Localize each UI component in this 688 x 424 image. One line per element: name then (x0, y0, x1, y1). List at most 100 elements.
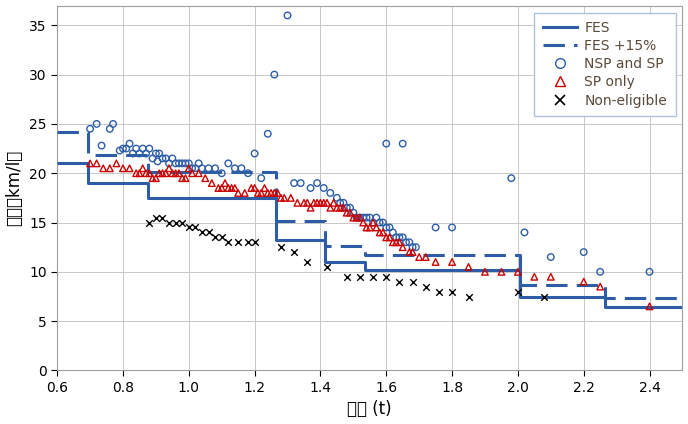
Point (121, 145, 132, 152)
Point (397, 140, 408, 147)
Point (539, 293, 550, 300)
Point (413, 254, 424, 260)
Point (157, 214, 168, 221)
Point (332, 204, 343, 211)
Point (144, 170, 155, 177)
Point (200, 175, 211, 181)
Point (157, 170, 168, 177)
Point (407, 278, 418, 285)
Point (173, 170, 184, 177)
Point (644, 268, 655, 275)
Point (118, 165, 129, 172)
Point (157, 155, 168, 162)
Point (91, 120, 102, 127)
Point (394, 239, 405, 245)
Point (85, 160, 96, 167)
Point (404, 249, 415, 256)
Point (137, 145, 148, 152)
Point (447, 259, 458, 265)
Point (186, 170, 197, 177)
Point (387, 229, 398, 236)
Point (345, 209, 356, 216)
Point (226, 184, 237, 191)
Point (292, 199, 303, 206)
Point (305, 204, 316, 211)
Point (216, 170, 227, 177)
Point (193, 160, 204, 167)
Point (164, 219, 175, 226)
Point (249, 184, 260, 191)
Point (513, 268, 524, 275)
Point (308, 199, 319, 206)
Point (341, 209, 352, 216)
Point (131, 170, 142, 177)
Point (243, 170, 254, 177)
Point (367, 273, 378, 280)
Point (173, 160, 184, 167)
Point (447, 288, 458, 295)
Point (338, 204, 349, 211)
Point (183, 165, 194, 172)
Point (272, 190, 283, 196)
Point (239, 190, 250, 196)
Point (256, 175, 267, 181)
Point (282, 12, 293, 19)
Point (394, 278, 405, 285)
Point (348, 209, 359, 216)
Point (144, 145, 155, 152)
Point (210, 165, 221, 172)
Point (96, 142, 107, 149)
Point (480, 268, 491, 275)
Point (183, 224, 194, 231)
Point (219, 180, 230, 187)
Point (91, 160, 102, 167)
Point (348, 214, 359, 221)
Point (299, 199, 310, 206)
Point (262, 130, 273, 137)
Point (183, 160, 194, 167)
Point (361, 224, 372, 231)
Point (546, 273, 557, 280)
Y-axis label: 燃費（km/l）: 燃費（km/l） (6, 150, 23, 226)
Point (275, 195, 286, 201)
Point (578, 249, 589, 256)
Point (252, 190, 264, 196)
Point (334, 204, 345, 211)
Point (529, 273, 540, 280)
Point (319, 184, 330, 191)
Point (233, 239, 244, 245)
Point (111, 160, 122, 167)
Point (124, 140, 135, 147)
Point (197, 165, 208, 172)
X-axis label: 重量 (t): 重量 (t) (347, 400, 392, 418)
Point (118, 145, 129, 152)
Point (151, 214, 162, 221)
Point (134, 150, 145, 157)
Point (380, 140, 391, 147)
Point (578, 278, 589, 285)
Point (216, 184, 227, 191)
Point (380, 273, 391, 280)
Point (506, 175, 517, 181)
Point (312, 180, 323, 187)
Point (380, 224, 391, 231)
Point (197, 229, 208, 236)
Point (334, 199, 345, 206)
Point (341, 273, 352, 280)
Point (496, 268, 507, 275)
Point (305, 184, 316, 191)
Point (213, 184, 224, 191)
Point (302, 259, 313, 265)
Point (328, 199, 339, 206)
Point (367, 219, 378, 226)
Point (371, 214, 382, 221)
Point (134, 170, 145, 177)
Point (513, 288, 524, 295)
Point (391, 234, 402, 241)
Point (151, 175, 162, 181)
Point (170, 219, 181, 226)
Point (153, 170, 164, 177)
Point (236, 165, 247, 172)
Point (190, 165, 201, 172)
Point (269, 71, 280, 78)
